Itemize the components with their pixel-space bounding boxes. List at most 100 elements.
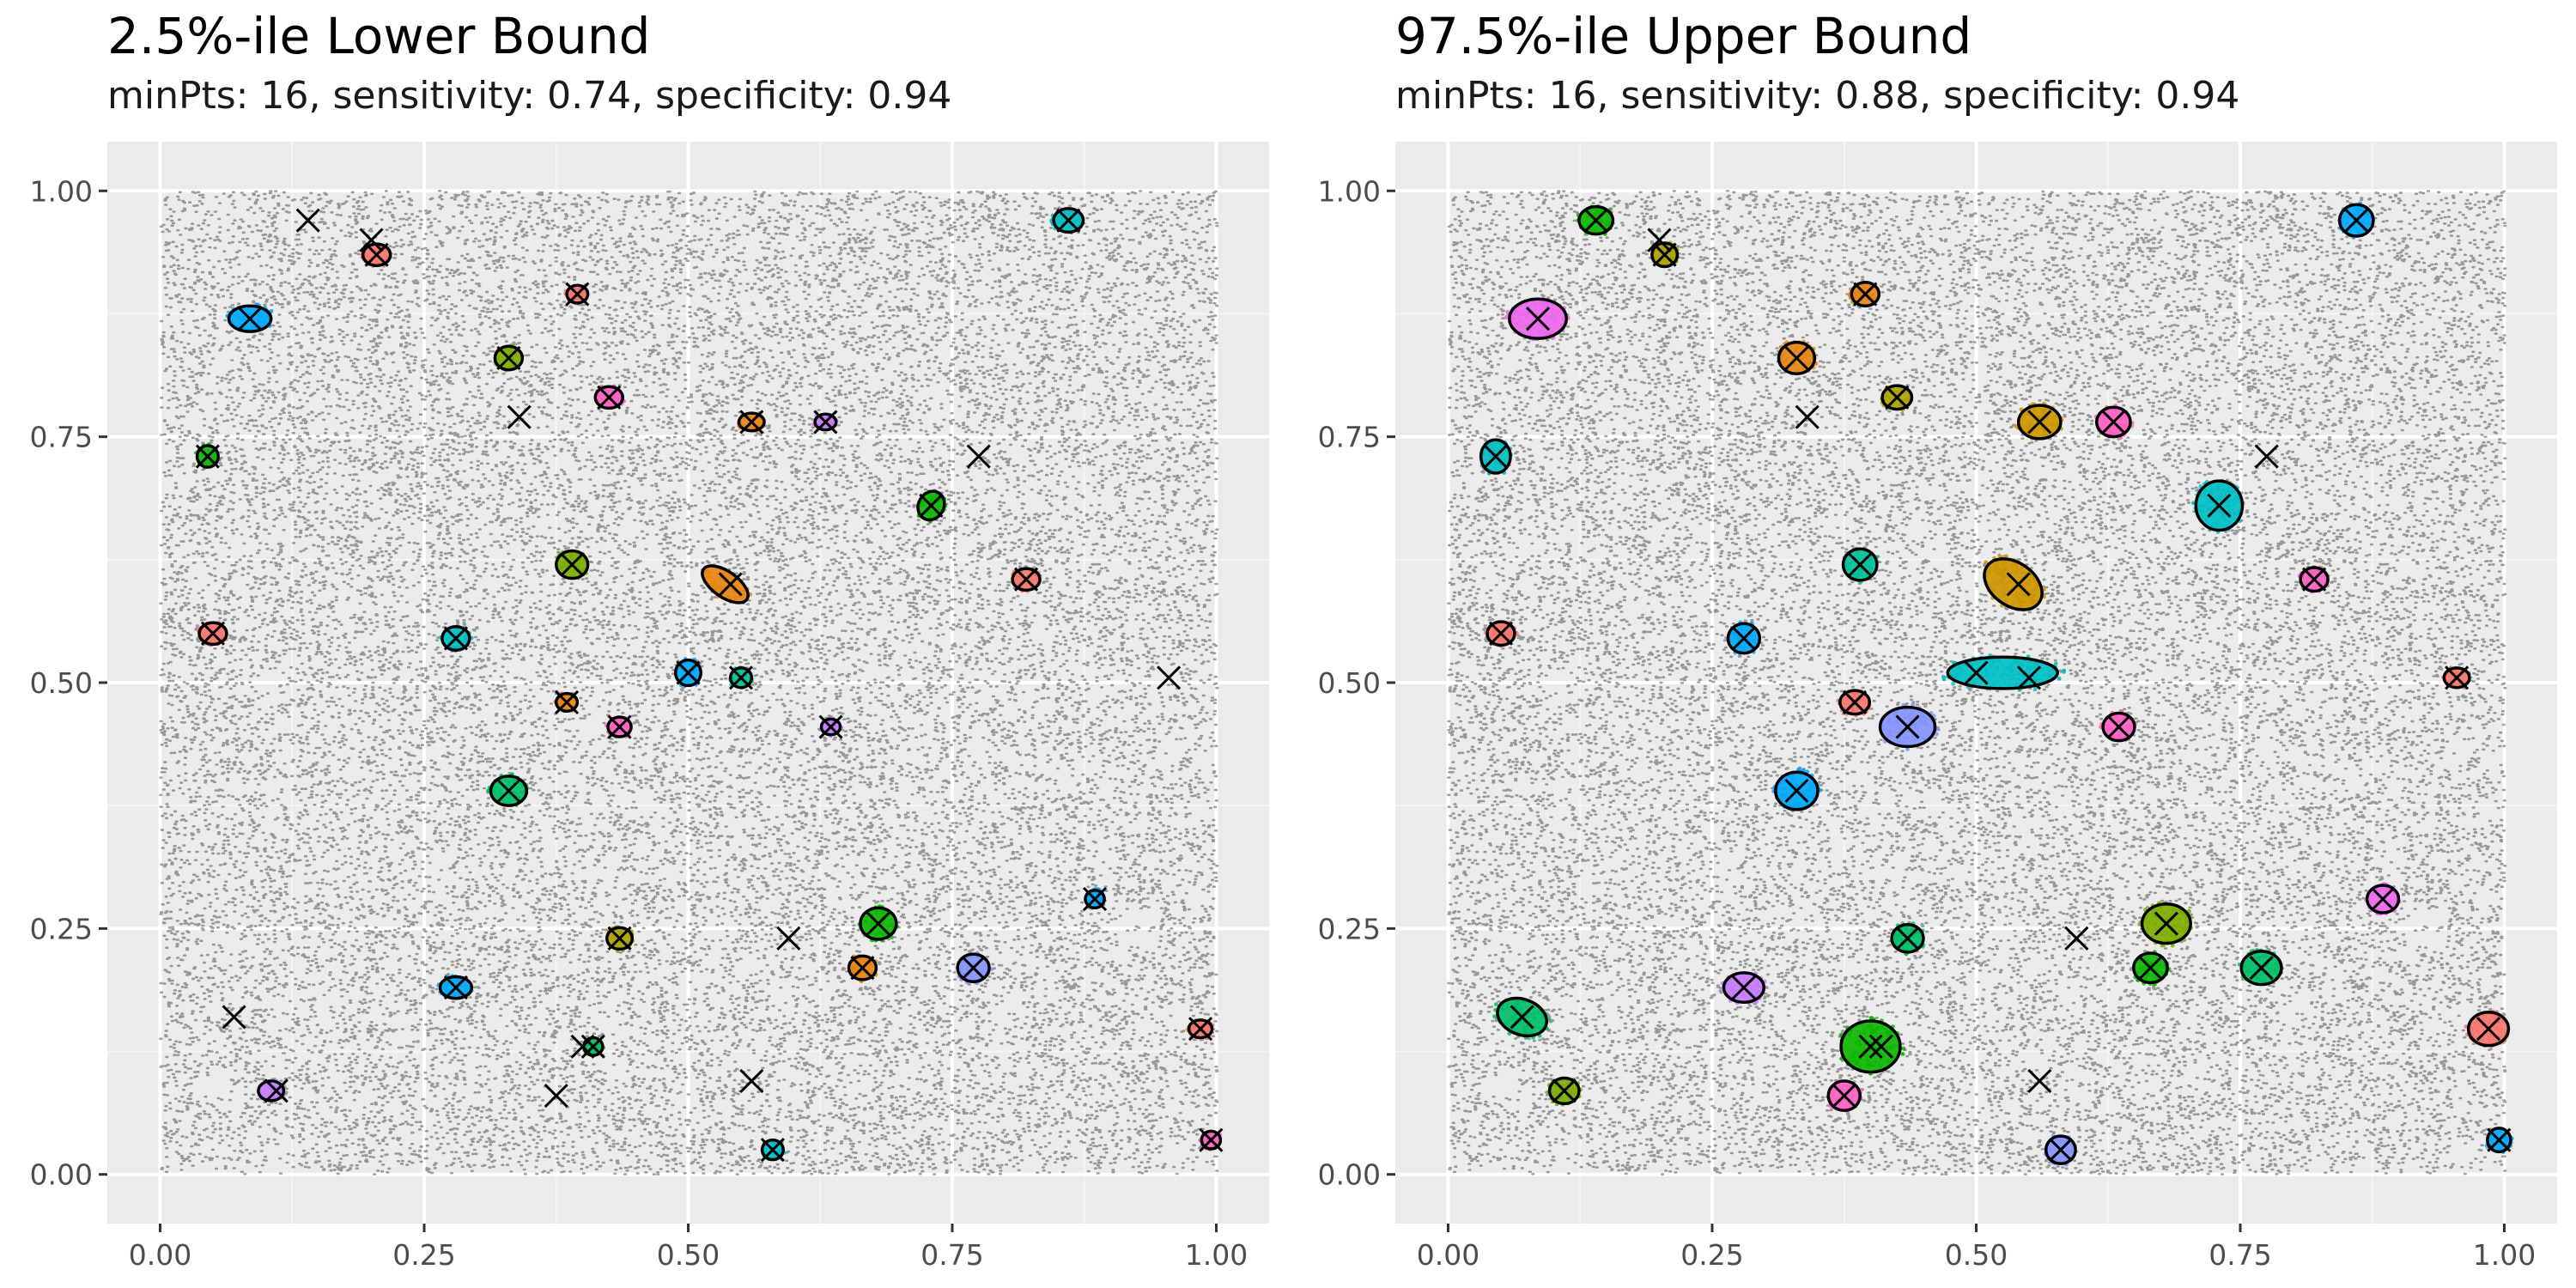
cluster-member-point	[1911, 702, 1916, 707]
true-center-marker	[2249, 956, 2274, 981]
true-center-marker	[1525, 307, 1551, 331]
cluster-ellipse	[1946, 655, 2059, 690]
true-center-marker	[2344, 208, 2369, 233]
true-center-marker	[237, 307, 263, 331]
background-points	[159, 190, 1219, 1176]
scatter-plot-upper: 0.00 0.25 0.50 0.75 1.00 0.00 0.25 0.50 0.75 1.00	[1318, 142, 2557, 1272]
true-center-marker	[1652, 242, 1677, 267]
true-center-marker	[2207, 493, 2232, 518]
cluster-member-point	[1941, 677, 1947, 681]
true-center-marker	[718, 572, 743, 597]
true-center-marker	[866, 911, 890, 936]
true-center-marker	[570, 1034, 595, 1059]
true-center-marker	[507, 404, 532, 429]
true-center-marker	[1848, 552, 1873, 577]
true-center-marker	[195, 444, 220, 469]
true-center-marker	[2138, 956, 2163, 981]
true-center-marker	[1647, 228, 1672, 252]
true-center-marker	[1964, 660, 1989, 685]
true-center-marker	[961, 956, 986, 981]
true-center-marker	[1868, 1034, 1893, 1059]
x-tick-label: 1.00	[2473, 1238, 2536, 1272]
cluster-member-point	[1934, 732, 1939, 737]
true-center-marker	[2101, 410, 2126, 434]
chart-title: 97.5%-ile Upper Bound	[1395, 7, 1972, 65]
true-center-marker	[264, 1078, 289, 1103]
true-center-marker	[1056, 208, 1081, 233]
y-tick-label: 0.75	[30, 421, 93, 454]
chart-subtitle: minPts: 16, sensitivity: 0.74, specifici…	[107, 74, 952, 118]
true-center-marker	[443, 975, 468, 1000]
true-center-marker	[2154, 911, 2178, 936]
true-center-marker	[760, 1138, 785, 1163]
true-center-marker	[1885, 385, 1910, 410]
true-center-marker	[2106, 714, 2131, 739]
true-center-marker	[1795, 404, 1820, 429]
true-center-marker	[1731, 626, 1756, 651]
cluster-member-point	[1905, 747, 1910, 752]
true-center-marker	[2027, 1068, 2052, 1093]
chart-subtitle: minPts: 16, sensitivity: 0.88, specifici…	[1395, 74, 2240, 118]
x-tick-label: 0.25	[1680, 1238, 1743, 1272]
true-center-marker	[676, 660, 701, 685]
true-center-marker	[2476, 1017, 2501, 1042]
true-center-marker	[364, 242, 389, 267]
true-center-marker	[818, 714, 843, 739]
y-tick-label: 0.75	[1318, 421, 1381, 454]
true-center-marker	[1510, 1005, 1534, 1030]
true-center-marker	[2487, 1127, 2512, 1152]
true-center-marker	[2027, 410, 2052, 434]
true-center-marker	[2064, 926, 2089, 951]
x-tick-label: 0.75	[920, 1238, 983, 1272]
true-center-marker	[1488, 621, 1514, 646]
true-center-marker	[739, 1068, 764, 1093]
y-tick-label: 0.25	[30, 912, 93, 945]
true-center-marker	[1895, 926, 1920, 951]
true-center-marker	[919, 493, 944, 518]
cluster-ellipse	[701, 564, 750, 605]
cluster-ellipse	[257, 1079, 286, 1103]
y-tick-label: 0.50	[30, 666, 93, 700]
true-center-marker	[1014, 567, 1039, 592]
x-tick-label: 0.00	[129, 1238, 191, 1272]
cluster-member-point	[1547, 1017, 1552, 1022]
cluster-member-point	[2170, 943, 2175, 948]
true-center-marker	[776, 926, 801, 951]
y-tick-label: 0.00	[30, 1158, 93, 1192]
true-center-marker	[1858, 1034, 1883, 1059]
true-center-marker	[728, 665, 754, 690]
true-center-marker	[359, 228, 384, 252]
cluster-member-point	[2004, 554, 2008, 559]
cluster-member-point	[2191, 501, 2196, 505]
true-center-marker	[1082, 886, 1108, 912]
true-center-marker	[565, 282, 590, 307]
cluster-member-point	[486, 788, 490, 793]
true-center-marker	[1731, 975, 1756, 1000]
x-tick-label: 0.50	[1945, 1238, 2008, 1272]
x-tick-label: 1.00	[1185, 1238, 1248, 1272]
true-center-marker	[607, 714, 632, 739]
true-center-marker	[1832, 1084, 1856, 1109]
true-center-marker	[1784, 778, 1809, 804]
true-center-marker	[739, 410, 764, 434]
cluster-member-point	[1900, 1052, 1905, 1056]
true-center-marker	[813, 410, 838, 434]
y-tick-label: 1.00	[1318, 174, 1381, 208]
y-tick-label: 0.50	[1318, 666, 1381, 700]
true-center-marker	[966, 444, 991, 469]
true-center-marker	[2006, 572, 2031, 597]
cluster-member-point	[1797, 767, 1802, 772]
cluster-member-point	[2062, 668, 2067, 673]
true-center-marker	[580, 1034, 605, 1059]
true-center-marker	[1188, 1017, 1213, 1042]
true-center-marker	[1895, 714, 1920, 739]
true-center-marker	[1842, 690, 1868, 714]
true-center-marker	[544, 1084, 568, 1109]
cluster-member-point	[1504, 315, 1509, 320]
y-tick-label: 0.00	[1318, 1158, 1381, 1192]
true-center-marker	[2254, 444, 2279, 469]
true-center-marker	[1853, 282, 1878, 307]
true-center-marker	[222, 1005, 246, 1030]
true-center-marker	[554, 690, 580, 714]
x-tick-label: 0.50	[657, 1238, 720, 1272]
